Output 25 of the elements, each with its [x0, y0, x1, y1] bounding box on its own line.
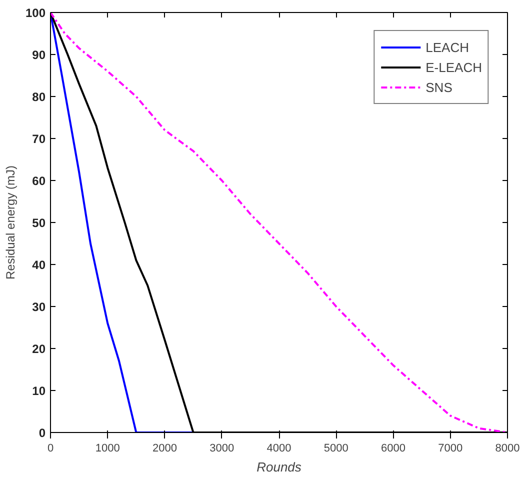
y-tick-label: 0: [38, 426, 46, 440]
legend-label: E-LEACH: [426, 60, 482, 74]
x-axis-title: Rounds: [256, 460, 302, 474]
y-tick-label: 100: [25, 6, 46, 20]
y-tick-label: 60: [32, 174, 46, 188]
y-tick-label: 70: [32, 132, 46, 146]
legend-label: SNS: [426, 80, 452, 94]
y-tick-label: 40: [32, 258, 46, 272]
legend-label: LEACH: [426, 40, 469, 54]
y-axis-title: Residual energy (mJ): [3, 165, 18, 280]
y-tick-label: 10: [32, 384, 46, 398]
y-tick-label: 30: [32, 300, 46, 314]
x-tick-label: 6000: [381, 442, 406, 454]
x-tick-label: 7000: [438, 442, 463, 454]
x-tick-label: 2000: [152, 442, 177, 454]
y-tick-label: 80: [32, 90, 46, 104]
y-tick-label: 20: [32, 342, 46, 356]
x-tick-label: 3000: [210, 442, 234, 454]
y-tick-label: 90: [32, 48, 46, 62]
x-tick-label: 0: [47, 442, 54, 454]
x-tick-label: 1000: [95, 442, 120, 454]
x-tick-label: 5000: [324, 442, 348, 454]
y-tick-label: 50: [32, 216, 46, 230]
x-tick-label: 4000: [266, 442, 292, 454]
x-tick-label: 8000: [495, 442, 520, 454]
